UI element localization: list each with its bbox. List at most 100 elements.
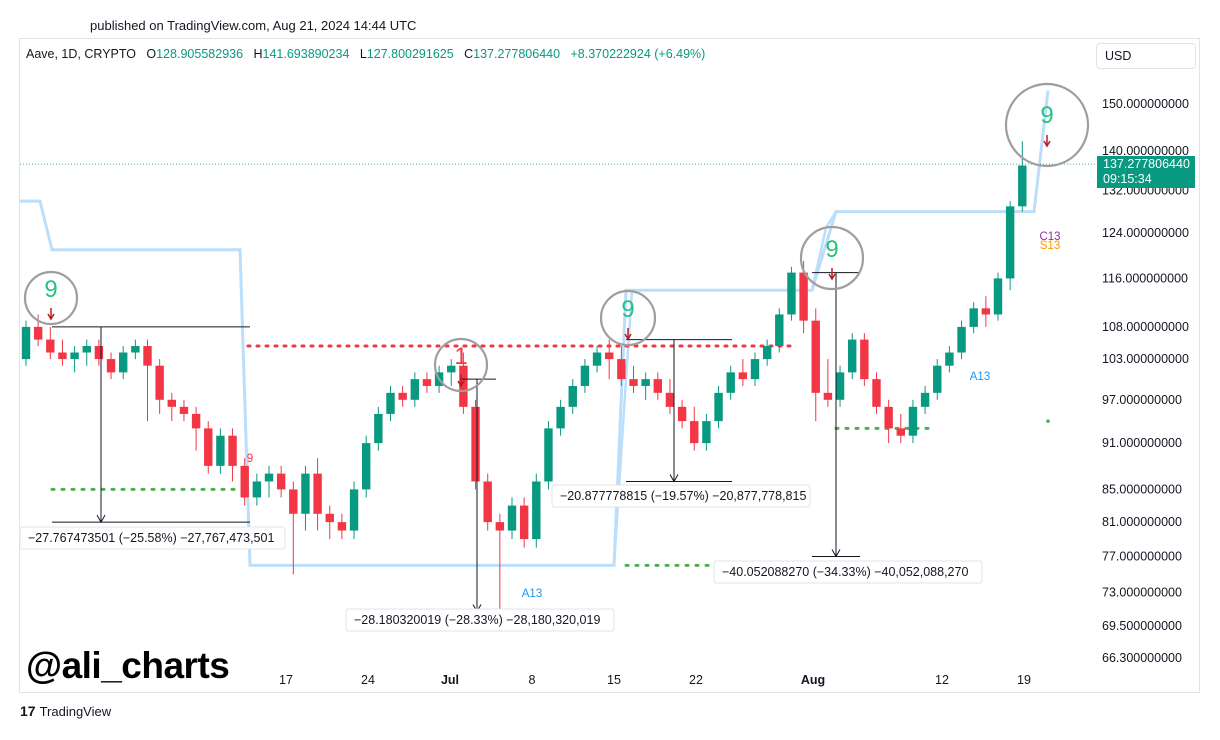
x-tick-label: 12 — [935, 673, 949, 687]
candle-body — [204, 428, 213, 466]
candle-body — [665, 392, 675, 407]
candle-body — [726, 372, 735, 393]
measure-label-box — [551, 484, 811, 508]
legend-symbol: Aave, 1D, CRYPTO — [26, 47, 136, 61]
candle-body — [264, 473, 274, 482]
measure-label: −27.767473501 (−25.58%) −27,767,473,501 — [28, 531, 274, 545]
candle-body — [641, 379, 650, 386]
candle-body — [82, 346, 91, 353]
measure-tools: −27.767473501 (−25.58%) −27,767,473,501 −… — [19, 272, 983, 632]
candle-body — [823, 392, 833, 400]
legend-open: 128.905582936 — [156, 47, 244, 61]
ohlc-legend: Aave, 1D, CRYPTO O128.905582936 H141.693… — [26, 47, 705, 61]
legend-close-label: C — [464, 47, 474, 61]
candle-body — [94, 346, 104, 360]
candle-body — [617, 359, 626, 380]
td-count-label: 9 — [621, 296, 634, 323]
td-arrowhead — [457, 380, 465, 388]
candle-body — [981, 308, 991, 315]
candles[interactable] — [21, 141, 1027, 612]
tradingview-name: TradingView — [39, 703, 112, 719]
legend-change: +8.370222924 (+6.49%) — [570, 47, 706, 61]
candle-body — [738, 372, 748, 380]
measure-label: −20.877778815 (−19.57%) −20,877,778,815 — [560, 489, 806, 503]
y-tick-label: 77.000000000 — [1102, 549, 1182, 563]
candle-body — [33, 326, 43, 340]
measure-arrowhead — [96, 514, 106, 524]
x-tick-label: 24 — [361, 673, 375, 687]
td-count-label: 9 — [1040, 102, 1053, 129]
candle-body — [884, 406, 893, 429]
td-small-label: A13 — [970, 371, 990, 383]
bar-countdown: 09:15:34 — [1103, 172, 1152, 186]
candle-body — [46, 339, 55, 353]
support-dot — [1046, 419, 1050, 423]
candle-body — [957, 326, 966, 353]
candle-body — [629, 379, 638, 386]
candle-body — [799, 272, 808, 321]
measure-label: −40.052088270 (−34.33%) −40,052,088,270 — [722, 565, 968, 579]
time-axis[interactable]: 17 24 Jul 8 15 22 Aug 12 19 — [279, 673, 1031, 687]
candle-body — [993, 278, 1003, 315]
td-arrowhead — [828, 273, 836, 281]
x-tick-label: Aug — [801, 673, 825, 687]
candle-body — [349, 489, 359, 531]
td-circle — [23, 270, 79, 326]
measure-label-box — [19, 526, 286, 550]
y-tick-label: 97.000000000 — [1102, 393, 1182, 407]
y-tick-label: 150.000000000 — [1102, 97, 1189, 111]
x-tick-label: 17 — [279, 673, 293, 687]
candle-body — [337, 522, 347, 531]
td-count-label: 9 — [825, 236, 838, 263]
chart-frame — [19, 38, 1200, 693]
candle-body — [896, 428, 905, 436]
legend-high-label: H — [253, 47, 263, 61]
candle-body — [167, 399, 176, 407]
legend-close: 137.277806440 — [473, 47, 561, 61]
candle-body — [969, 308, 978, 327]
y-tick-label: 108.000000000 — [1102, 320, 1189, 334]
candle-body — [933, 365, 942, 393]
candle-body — [119, 352, 128, 373]
legend-low-label: L — [359, 47, 367, 61]
candle-body — [835, 372, 845, 400]
candle-body — [240, 465, 249, 498]
candle-body — [374, 413, 383, 444]
x-tick-label: 22 — [689, 673, 703, 687]
candle-body — [677, 406, 687, 422]
candle-body — [179, 406, 189, 414]
published-note: published on TradingView.com, Aug 21, 20… — [90, 18, 417, 33]
td-count-label: 1 — [454, 343, 467, 370]
measure-arrowhead — [831, 549, 841, 558]
candle-body — [860, 339, 869, 380]
td-circle — [599, 289, 657, 347]
candle-body — [507, 505, 517, 531]
candle-body — [447, 365, 456, 373]
candle-body — [362, 443, 371, 490]
td-circle — [1004, 82, 1090, 168]
y-tick-label: 81.000000000 — [1102, 515, 1182, 529]
x-tick-label: 19 — [1017, 673, 1031, 687]
currency-button[interactable]: USD — [1096, 43, 1196, 69]
candle-body — [410, 379, 419, 400]
price-axis[interactable]: 150.000000000140.000000000132.0000000001… — [1102, 97, 1189, 665]
candle-body — [106, 359, 116, 373]
candle-body — [775, 314, 784, 347]
y-tick-label: 140.000000000 — [1102, 144, 1189, 158]
y-tick-label: 69.500000000 — [1102, 619, 1182, 633]
tradingview-branding[interactable]: 17 TradingView — [20, 703, 111, 719]
y-tick-label: 66.300000000 — [1102, 651, 1182, 665]
candle-body — [495, 522, 505, 531]
candle-body — [580, 365, 590, 386]
candle-body — [21, 326, 31, 360]
y-tick-label: 124.000000000 — [1102, 226, 1189, 240]
candle-body — [228, 435, 237, 466]
last-price-tag: 137.277806440 09:15:34 — [1097, 156, 1195, 188]
td-small-label: C13 — [1039, 231, 1060, 243]
candle-body — [216, 435, 225, 466]
candle-body — [519, 505, 529, 540]
candle-body — [422, 379, 432, 386]
candle-body — [131, 346, 140, 353]
candle-body — [714, 392, 723, 422]
